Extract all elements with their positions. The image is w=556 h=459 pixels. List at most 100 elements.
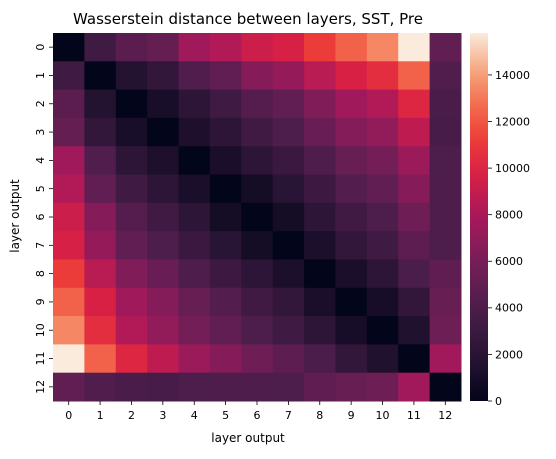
heatmap-cell <box>366 259 399 289</box>
x-tick-label: 0 <box>65 409 72 422</box>
heatmap-cell <box>178 89 211 119</box>
heatmap-cell <box>366 33 399 62</box>
heatmap-cell <box>53 61 85 91</box>
heatmap-cell <box>147 316 180 345</box>
heatmap-cell <box>272 174 305 204</box>
heatmap-cell <box>147 372 180 402</box>
heatmap-cell <box>115 372 148 402</box>
heatmap-cell <box>84 202 117 232</box>
y-tick-label: 9 <box>34 298 47 305</box>
heatmap-cell <box>272 146 305 176</box>
heatmap-cell <box>429 202 462 232</box>
x-tick-label: 8 <box>316 409 323 422</box>
heatmap-cell <box>147 61 180 91</box>
heatmap-cell <box>304 146 336 176</box>
heatmap-cell <box>147 202 180 232</box>
heatmap-cell <box>209 117 242 147</box>
x-tick-label: 5 <box>222 409 229 422</box>
heatmap-cell <box>304 174 336 204</box>
heatmap-cell <box>304 231 336 260</box>
heatmap-cell <box>178 146 211 176</box>
heatmap-cell <box>366 344 399 374</box>
heatmap-cell <box>115 316 148 345</box>
heatmap-cell <box>147 117 180 147</box>
heatmap-cell <box>241 259 274 289</box>
heatmap-cell <box>209 202 242 232</box>
heatmap-cell <box>398 117 431 147</box>
x-tick-label: 10 <box>376 409 390 422</box>
heatmap-cell <box>241 33 274 62</box>
heatmap-cell <box>241 316 274 345</box>
heatmap-cell <box>398 259 431 289</box>
x-tick-label: 12 <box>438 409 452 422</box>
heatmap-cell <box>304 202 336 232</box>
heatmap-cell <box>53 259 85 289</box>
heatmap-cell <box>209 316 242 345</box>
heatmap-cell <box>84 259 117 289</box>
heatmap-cell <box>147 259 180 289</box>
heatmap-cell <box>335 202 368 232</box>
heatmap-cell <box>335 33 368 62</box>
heatmap-cell <box>115 231 148 260</box>
heatmap-cell <box>84 316 117 345</box>
colorbar-ticks: 0 2000 4000 6000 8000 10000 12000 14000 <box>488 69 530 408</box>
heatmap-cell <box>366 89 399 119</box>
heatmap-cell <box>429 89 462 119</box>
heatmap-cell <box>398 316 431 345</box>
heatmap-cell <box>429 61 462 91</box>
heatmap-cell <box>366 231 399 260</box>
heatmap-cell <box>366 61 399 91</box>
heatmap-cell <box>398 372 431 402</box>
x-tick-label: 11 <box>407 409 421 422</box>
heatmap-cell <box>335 287 368 317</box>
heatmap-cell <box>335 344 368 374</box>
y-tick-label: 6 <box>34 214 47 221</box>
colorbar-tick-label: 14000 <box>495 69 530 82</box>
heatmap-cell <box>398 89 431 119</box>
heatmap-cell <box>53 287 85 317</box>
heatmap-cell <box>84 33 117 62</box>
heatmap-cell <box>147 287 180 317</box>
x-tick-label: 3 <box>159 409 166 422</box>
heatmap-cell <box>241 202 274 232</box>
chart-title: Wasserstein distance between layers, SST… <box>73 10 423 28</box>
heatmap-cell <box>147 344 180 374</box>
heatmap-cell <box>429 174 462 204</box>
heatmap-cell <box>241 174 274 204</box>
heatmap-cell <box>335 146 368 176</box>
heatmap-cell <box>178 344 211 374</box>
heatmap-cell <box>304 287 336 317</box>
heatmap-cell <box>398 202 431 232</box>
heatmap-cell <box>209 174 242 204</box>
colorbar-tick-label: 6000 <box>495 255 523 268</box>
heatmap-cell <box>272 231 305 260</box>
heatmap-cell <box>366 202 399 232</box>
heatmap-cell <box>178 287 211 317</box>
heatmap-cell <box>53 372 85 402</box>
heatmap-cell <box>115 174 148 204</box>
x-axis-label: layer output <box>211 431 285 445</box>
heatmap-cells <box>53 33 462 402</box>
heatmap-cell <box>366 372 399 402</box>
heatmap-cell <box>366 174 399 204</box>
heatmap-cell <box>241 372 274 402</box>
heatmap-cell <box>304 89 336 119</box>
heatmap-cell <box>84 287 117 317</box>
heatmap-cell <box>429 231 462 260</box>
heatmap-cell <box>209 61 242 91</box>
heatmap-cell <box>335 61 368 91</box>
y-tick-label: 2 <box>34 100 47 107</box>
heatmap-cell <box>429 372 462 402</box>
colorbar-tick-label: 12000 <box>495 115 530 128</box>
colorbar-tick-label: 2000 <box>495 348 523 361</box>
heatmap-cell <box>398 174 431 204</box>
heatmap-cell <box>272 344 305 374</box>
heatmap-cell <box>398 146 431 176</box>
colorbar <box>470 33 488 401</box>
y-axis-label: layer output <box>8 179 22 253</box>
heatmap-cell <box>304 259 336 289</box>
y-tick-label: 11 <box>34 352 47 366</box>
heatmap-cell <box>304 61 336 91</box>
heatmap-cell <box>429 316 462 345</box>
heatmap-cell <box>84 372 117 402</box>
